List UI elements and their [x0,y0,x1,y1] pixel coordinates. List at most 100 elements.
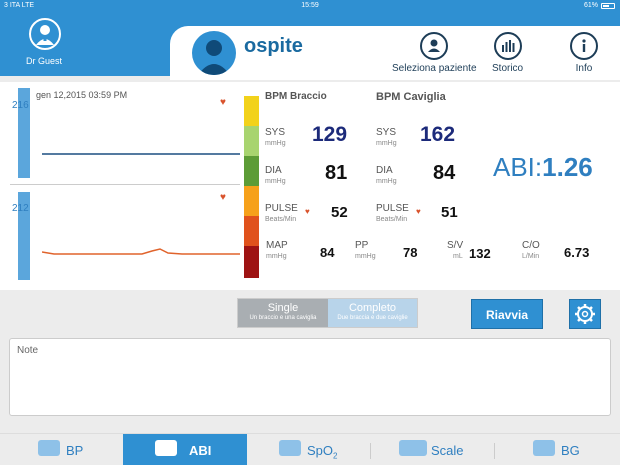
scale-segment-red [244,216,259,246]
tab-spo2-text: SpO [307,443,334,458]
ankle-gauge-value: 212 [12,203,29,214]
tab-abi[interactable]: ABI [123,434,247,465]
person-icon [420,32,449,60]
sys-unit: mmHg [376,140,397,147]
mode-complete-button[interactable]: Completo Due braccia e due caviglie [328,299,417,327]
select-patient-button[interactable]: Seleziona paziente [392,32,477,74]
mode-complete-sublabel: Due braccia e due caviglie [337,315,408,321]
pulse-label: PULSE Beats/Min [376,203,409,225]
ankle-pulse-value: 51 [441,204,458,221]
pp-unit: mmHg [355,253,376,260]
dia-unit: mmHg [265,178,286,185]
select-patient-label: Seleziona paziente [392,63,477,74]
sys-label: SYS mmHg [376,127,397,149]
mode-single-button[interactable]: Single Un braccio e una caviglia [238,299,328,327]
sv-unit: mL [453,253,463,260]
scale-segment-dark-red [244,246,259,278]
abi-value: 1.26 [542,152,593,182]
sys-label-text: SYS [376,127,397,138]
battery-fill [603,5,610,7]
mode-single-label: Single [267,302,299,314]
dia-label: DIA mmHg [265,165,286,187]
info-label: Info [575,63,593,74]
arm-sys-value: 129 [312,123,348,146]
pp-label-text: PP [355,240,369,251]
battery-percent: 61% [583,2,598,9]
tab-bp[interactable]: BP [0,434,123,465]
abi-cuff-icon [155,440,177,456]
abi-readout: ABI:1.26 [493,152,593,183]
notes-field[interactable]: Note [9,338,611,416]
map-unit: mmHg [266,253,287,260]
doctor-avatar-icon [29,18,61,50]
map-label: MAP mmHg [266,240,288,262]
pulse-label: PULSE Beats/Min [265,203,298,225]
co-unit: L/Min [522,253,540,260]
notes-label: Note [17,345,39,356]
map-label-text: MAP [266,240,288,251]
sv-label-text: S/V [447,240,464,251]
tab-scale[interactable]: Scale [371,434,494,465]
mode-complete-label: Completo [348,302,397,314]
tab-bg[interactable]: BG [495,434,620,465]
gear-icon [575,304,595,324]
app-header: Dr Guest ospite Seleziona paziente Stori… [0,12,620,80]
tab-spo2[interactable]: SpO2 [247,434,370,465]
history-label: Storico [492,63,524,74]
ankle-waveform [42,248,240,255]
sv-value: 132 [469,246,491,261]
restart-button[interactable]: Riavvia [471,299,543,329]
pulse-label-text: PULSE [265,203,298,214]
scale-segment-green [244,156,259,186]
carrier-label: 3 ITA LTE [4,2,35,9]
bp-cuff-icon [38,440,60,456]
user-name: Dr Guest [25,56,62,66]
pp-value: 78 [403,245,418,260]
heart-icon: ♥ [416,207,421,216]
dia-label-text: DIA [265,165,282,176]
history-button[interactable]: Storico [492,32,523,74]
arm-waveform [42,153,240,155]
arm-pressure-gauge [18,88,30,178]
battery-icon [601,3,615,9]
scale-segment-light-green [244,126,259,156]
bar-chart-icon [493,32,522,60]
ankle-pressure-gauge [18,192,30,280]
arm-gauge-value: 216 [12,100,29,111]
arm-pulse-value: 52 [331,204,348,221]
map-value: 84 [320,245,335,260]
scale-segment-yellow [244,96,259,126]
tab-bp-label: BP [66,443,84,458]
glucose-icon [533,440,555,456]
patient-name: ospite [244,35,303,57]
patient-panel: ospite Seleziona paziente Storico Info [170,26,620,80]
ankle-column-header: BPM Caviglia [376,91,446,103]
tab-abi-label: ABI [189,443,212,458]
ankle-dia-value: 84 [433,162,456,184]
pulse-unit: Beats/Min [265,216,297,223]
dia-label: DIA mmHg [376,165,397,187]
abi-label: ABI: [493,152,543,182]
scale-segment-orange [244,186,259,216]
settings-button[interactable] [569,299,601,329]
pulse-unit: Beats/Min [376,216,408,223]
info-icon [570,32,598,60]
bottom-tab-bar: BP ABI SpO2 Scale BG [0,433,620,465]
tab-bg-label: BG [561,443,580,458]
tab-divider [370,443,371,459]
mode-single-sublabel: Un braccio e una caviglia [249,315,317,321]
info-button[interactable]: Info [570,32,598,74]
scale-icon [399,440,427,456]
heart-icon: ♥ [220,192,226,203]
user-menu[interactable]: Dr Guest [0,12,88,76]
arm-dia-value: 81 [325,162,348,184]
clock: 15:59 [301,2,319,9]
heart-icon: ♥ [305,207,310,216]
measurement-date: gen 12,2015 03:59 PM [36,90,128,100]
measurement-panel: 216 gen 12,2015 03:59 PM ♥ 212 ♥ BPM Bra… [0,82,620,290]
arm-column-header: BPM Braccio [265,91,327,102]
sys-label: SYS mmHg [265,127,286,149]
tab-divider [494,443,495,459]
status-bar: 3 ITA LTE 15:59 61% [0,0,620,12]
patient-avatar-icon[interactable] [192,31,236,75]
